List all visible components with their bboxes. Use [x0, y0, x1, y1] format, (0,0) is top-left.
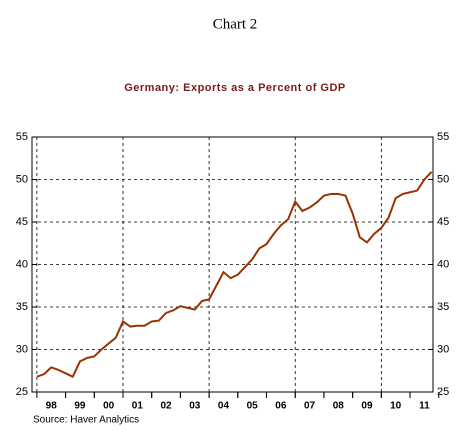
x-tick-label: 09 [361, 401, 373, 412]
x-tick-label: 07 [304, 401, 316, 412]
y2-tick-label: 25 [437, 386, 449, 398]
chart-header: Chart 2 [213, 16, 258, 32]
x-tick-label: 08 [333, 401, 345, 412]
source-note: Source: Haver Analytics [33, 415, 139, 426]
x-tick-label: 06 [275, 401, 287, 412]
y2-tick-label: 45 [437, 216, 449, 228]
y2-tick-label: 30 [437, 343, 449, 355]
y2-tick-label: 55 [437, 131, 449, 143]
x-tick-label: 11 [419, 401, 430, 412]
x-tick-label: 10 [390, 401, 402, 412]
plot-frame [31, 136, 434, 393]
x-tick-label: 04 [218, 401, 230, 412]
y-tick-label: 45 [16, 216, 28, 228]
data-line [36, 171, 433, 379]
y-tick-label: 50 [16, 173, 28, 185]
y-tick-label: 25 [16, 386, 28, 398]
y-tick-label: 30 [16, 343, 28, 355]
x-tick-label: 99 [74, 401, 86, 412]
chart-title: Germany: Exports as a Percent of GDP [124, 82, 346, 94]
y-tick-label: 40 [16, 258, 28, 270]
y2-tick-label: 40 [437, 258, 449, 270]
y-tick-label: 35 [16, 301, 28, 313]
x-tick-label: 02 [160, 401, 172, 412]
x-tick-label: 98 [46, 401, 58, 412]
y-tick-label: 55 [16, 131, 28, 143]
y2-tick-label: 35 [437, 301, 449, 313]
x-tick-label: 00 [103, 401, 115, 412]
x-tick-label: 01 [132, 401, 144, 412]
x-tick-label: 03 [189, 401, 201, 412]
x-tick-label: 05 [247, 401, 259, 412]
y2-tick-label: 50 [437, 173, 449, 185]
